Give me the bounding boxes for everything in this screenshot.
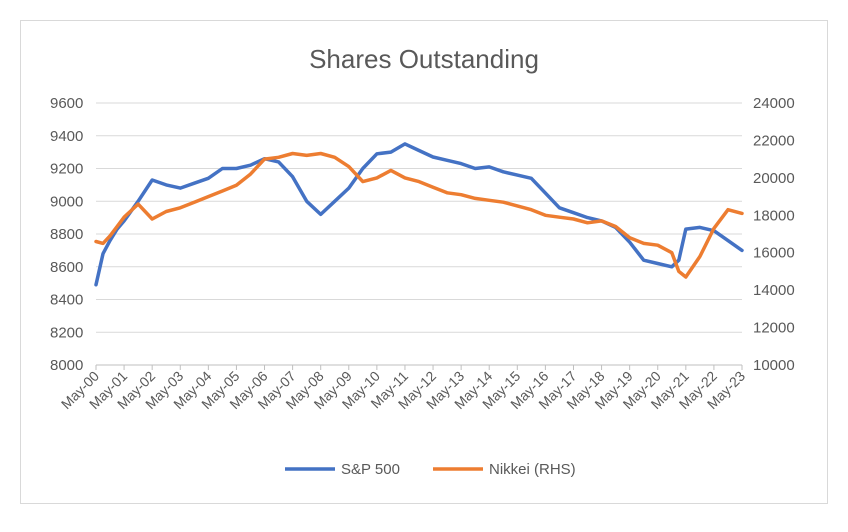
series-line-nikkei [94, 151, 744, 279]
y-axis-left: 8000 8200 8400 8600 8800 9000 9200 9400 9600 [50, 95, 83, 374]
y-tick-left: 9200 [50, 161, 83, 178]
y-tick-right: 24000 [753, 95, 795, 112]
legend-label: Nikkei (RHS) [489, 461, 576, 478]
gridlines [96, 102, 742, 366]
y-axis-right: 10000 12000 14000 16000 18000 20000 22000 24000 [753, 95, 795, 374]
y-tick-right: 20000 [753, 170, 795, 187]
y-tick-left: 8600 [50, 259, 83, 276]
series-lines [94, 142, 744, 287]
y-tick-left: 9600 [50, 95, 83, 112]
y-tick-right: 22000 [753, 132, 795, 149]
x-axis: May-00May-01May-02May-03May-04May-05May-… [58, 364, 748, 412]
y-tick-right: 14000 [753, 282, 795, 299]
series-line-sp500 [94, 142, 744, 287]
chart-frame [20, 20, 828, 504]
y-tick-left: 9000 [50, 193, 83, 210]
y-tick-right: 16000 [753, 245, 795, 262]
legend: S&P 500 Nikkei (RHS) [285, 461, 576, 478]
y-tick-left: 8000 [50, 357, 83, 374]
y-tick-left: 8200 [50, 324, 83, 341]
chart-title: Shares Outstanding [309, 44, 539, 74]
y-tick-right: 18000 [753, 207, 795, 224]
y-tick-right: 10000 [753, 357, 795, 374]
y-tick-left: 8400 [50, 292, 83, 309]
y-tick-left: 9400 [50, 128, 83, 145]
legend-label: S&P 500 [341, 461, 400, 478]
y-tick-left: 8800 [50, 226, 83, 243]
y-tick-right: 12000 [753, 320, 795, 337]
